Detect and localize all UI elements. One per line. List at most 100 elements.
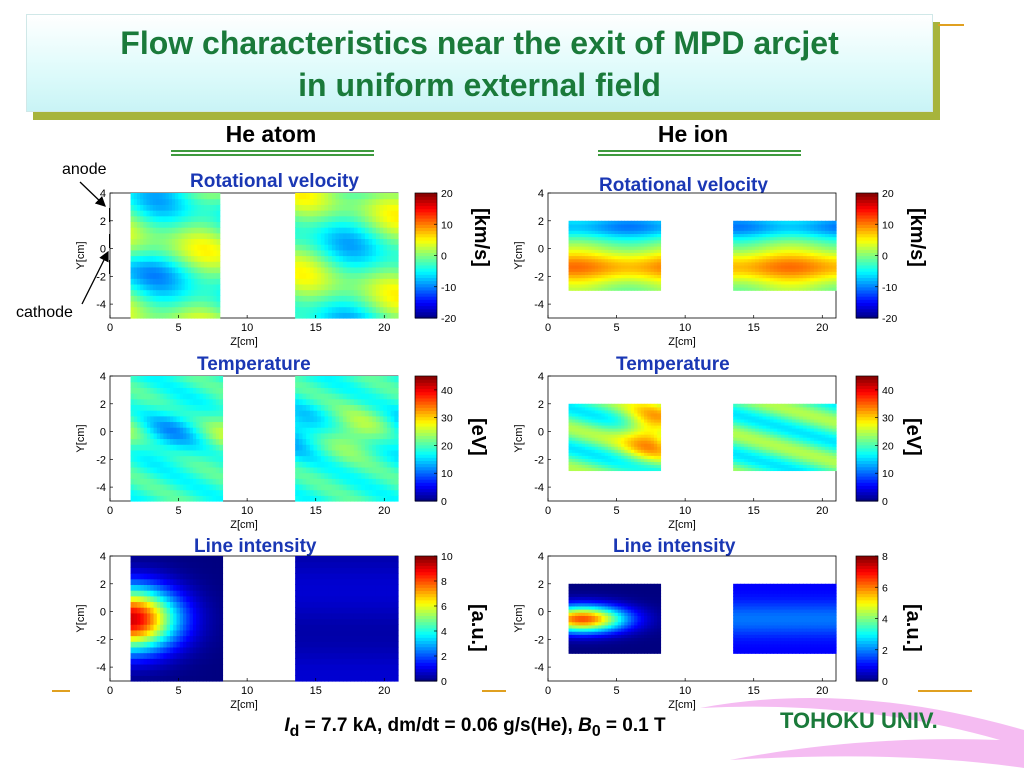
contour-cell (379, 393, 384, 400)
contour-cell (607, 406, 612, 411)
contour-cell (762, 223, 767, 228)
contour-cell (630, 264, 635, 269)
contour-cell (762, 268, 767, 272)
contour-cell (568, 242, 573, 247)
contour-cell (324, 444, 329, 451)
contour-cell (584, 239, 589, 244)
contour-cell (755, 467, 760, 472)
contour-cell (575, 233, 580, 238)
contour-cell (571, 440, 576, 444)
contour-cell (777, 449, 782, 453)
contour-cell (346, 427, 351, 434)
contour-cell (653, 223, 658, 228)
contour-cell (339, 261, 344, 268)
contour-cell (627, 230, 632, 235)
contour-cell (184, 300, 189, 308)
contour-cell (146, 478, 151, 485)
contour-cell (621, 227, 625, 231)
contour-cell (621, 443, 625, 447)
contour-cell (149, 204, 154, 211)
contour-cell (762, 242, 767, 247)
contour-cell (350, 466, 355, 474)
contour-cell (335, 312, 340, 319)
contour-cell (394, 249, 399, 257)
contour-cell (390, 393, 395, 400)
contour-cell (607, 220, 612, 225)
contour-cell (575, 440, 580, 444)
contour-cell (755, 246, 760, 250)
contour-cell (357, 300, 362, 308)
contour-cell (604, 223, 609, 228)
contour-cell (215, 427, 220, 434)
contour-cell (644, 446, 648, 450)
contour-cell (769, 418, 775, 423)
contour-cell (324, 221, 329, 228)
contour-cell (328, 289, 333, 296)
contour-cell (813, 264, 819, 269)
colorbar-swatch (415, 255, 437, 260)
contour-cell (747, 271, 753, 276)
contour-cell (802, 246, 808, 250)
contour-cell (331, 376, 337, 383)
contour-cell (795, 443, 800, 447)
contour-cell (165, 238, 170, 245)
contour-cell (747, 277, 753, 282)
contour-cell (784, 274, 789, 279)
contour-cell (302, 255, 307, 262)
contour-cell (199, 432, 204, 440)
contour-cell (320, 198, 326, 205)
y-tick-label: 4 (100, 188, 106, 200)
contour-cell (581, 431, 586, 435)
contour-cell (394, 255, 399, 262)
contour-cell (335, 495, 340, 502)
contour-cell (591, 464, 596, 469)
contour-cell (163, 381, 168, 388)
contour-cell (302, 312, 307, 319)
contour-cell (630, 415, 635, 420)
contour-cell (379, 255, 384, 262)
contour-cell (598, 252, 602, 257)
contour-cell (379, 483, 384, 491)
contour-cell (657, 431, 662, 435)
contour-cell (179, 444, 184, 451)
contour-cell (762, 246, 767, 250)
contour-cell (788, 464, 793, 469)
contour-cell (821, 277, 826, 282)
contour-cell (568, 264, 573, 269)
contour-cell (361, 398, 366, 406)
contour-cell (637, 455, 642, 459)
contour-cell (166, 404, 171, 411)
contour-cell (353, 438, 359, 445)
contour-cell (206, 266, 211, 274)
contour-cell (614, 437, 619, 441)
contour-cell (640, 223, 645, 228)
contour-cell (306, 387, 311, 394)
contour-cell (196, 495, 201, 502)
contour-cell (828, 223, 833, 228)
contour-cell (647, 452, 652, 456)
contour-cell (634, 421, 639, 426)
contour-cell (309, 461, 315, 468)
contour-cell (364, 306, 370, 313)
contour-cell (650, 280, 655, 285)
contour-cell (206, 455, 210, 462)
contour-cell (156, 255, 160, 262)
colorbar-swatch (415, 385, 437, 390)
contour-cell (317, 404, 322, 411)
contour-cell (624, 264, 629, 269)
contour-cell (189, 472, 194, 479)
contour-cell (183, 387, 187, 394)
contour-cell (751, 287, 756, 291)
contour-cell (298, 483, 304, 491)
contour-cell (212, 438, 217, 445)
contour-cell (394, 489, 399, 496)
contour-cell (773, 242, 778, 247)
contour-cell (137, 432, 142, 440)
contour-cell (634, 233, 639, 238)
contour-cell (791, 415, 797, 420)
contour-cell (611, 418, 616, 423)
contour-cell (372, 444, 377, 451)
contour-cell (627, 415, 632, 420)
contour-cell (350, 444, 355, 451)
contour-cell (780, 458, 786, 462)
